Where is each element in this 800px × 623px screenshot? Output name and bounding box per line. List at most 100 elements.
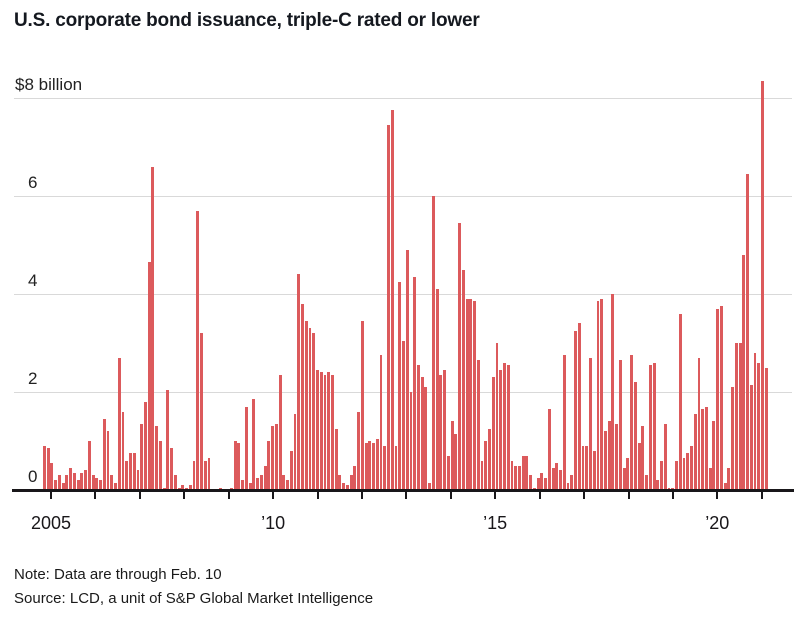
y-axis-unit-label: $8 billion — [15, 75, 83, 94]
bar — [323, 374, 327, 491]
x-tick — [94, 492, 97, 499]
bar — [57, 475, 61, 490]
x-tick — [272, 492, 275, 499]
bar — [693, 414, 697, 491]
bar — [473, 301, 476, 491]
bar — [91, 475, 95, 490]
bar — [80, 472, 84, 490]
bar — [604, 431, 607, 490]
bar — [645, 475, 649, 490]
bar — [297, 274, 301, 490]
bar — [129, 453, 132, 491]
bar — [233, 441, 237, 490]
bar — [630, 355, 634, 491]
bar — [731, 387, 735, 490]
bar — [708, 467, 712, 490]
bar — [387, 124, 390, 490]
bar — [701, 409, 705, 490]
bar — [61, 482, 65, 490]
bar — [465, 298, 469, 490]
bar — [566, 482, 570, 490]
bar — [69, 467, 73, 490]
bar — [716, 308, 720, 490]
bar — [420, 377, 424, 490]
bar — [581, 445, 585, 490]
bar — [753, 352, 757, 490]
bar — [342, 482, 346, 490]
x-tick — [583, 492, 585, 499]
bar — [181, 485, 185, 490]
bar — [727, 467, 731, 490]
bar — [218, 487, 222, 491]
bar — [267, 441, 271, 490]
x-tick — [183, 492, 186, 499]
bar — [734, 343, 738, 490]
bar — [532, 487, 536, 491]
bar — [372, 443, 375, 490]
bar — [353, 465, 357, 490]
bar — [577, 323, 581, 490]
bar — [499, 369, 503, 490]
bar — [424, 387, 428, 490]
bar — [114, 482, 117, 490]
bar — [248, 482, 252, 490]
bar — [170, 448, 174, 490]
bar — [263, 465, 267, 490]
bar — [622, 467, 626, 490]
bar — [158, 441, 162, 490]
bar — [428, 482, 432, 490]
bar — [301, 303, 304, 490]
bar — [723, 482, 727, 490]
x-tick — [405, 492, 408, 499]
x-tick — [138, 492, 141, 499]
bar — [143, 401, 147, 490]
bar — [106, 431, 110, 490]
bar — [147, 262, 151, 490]
x-tick — [360, 492, 363, 499]
bar — [738, 343, 742, 490]
bar — [46, 448, 50, 490]
bar — [476, 360, 480, 490]
bar — [682, 458, 686, 490]
bar — [626, 458, 630, 490]
x-tick — [671, 492, 674, 499]
bar — [192, 460, 196, 490]
bar — [271, 426, 275, 490]
bar — [95, 477, 99, 491]
bar — [50, 463, 54, 491]
bar — [641, 426, 645, 490]
bar — [506, 365, 510, 490]
bar — [394, 445, 398, 490]
bar — [289, 450, 293, 490]
bar — [663, 423, 667, 491]
bar — [244, 406, 248, 490]
bar — [712, 421, 716, 490]
bar — [656, 480, 660, 490]
bar — [140, 423, 144, 491]
bar — [611, 294, 615, 490]
bar — [503, 362, 506, 490]
bar — [555, 463, 559, 491]
x-tick — [538, 492, 541, 499]
bar — [136, 470, 140, 490]
bar — [379, 355, 383, 491]
bar — [596, 301, 600, 491]
bar — [102, 418, 106, 490]
bar — [151, 166, 155, 490]
bar — [660, 460, 663, 490]
bar — [491, 377, 495, 490]
bar — [188, 485, 192, 490]
bar — [589, 357, 592, 490]
y-tick-label: 0 — [28, 467, 38, 486]
x-tick-label: ’20 — [705, 513, 730, 533]
bar — [667, 487, 671, 491]
bar — [87, 441, 91, 490]
bar — [536, 477, 540, 491]
bar — [241, 480, 245, 490]
bar — [461, 269, 465, 490]
bar — [390, 110, 394, 491]
y-tick-label: 4 — [28, 271, 38, 290]
bar — [360, 320, 364, 490]
x-axis-baseline — [12, 489, 794, 492]
